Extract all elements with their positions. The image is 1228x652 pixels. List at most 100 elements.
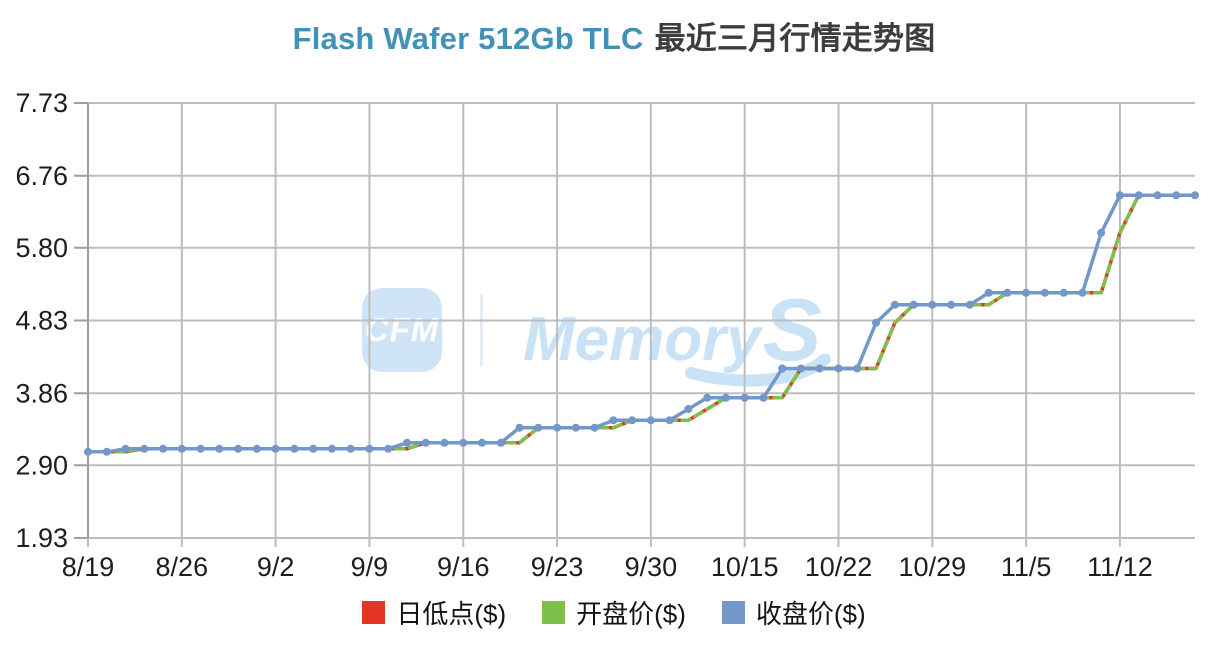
legend-swatch-daily-low bbox=[362, 601, 386, 624]
x-tick-label: 10/22 bbox=[805, 552, 873, 582]
data-point-marker bbox=[346, 444, 355, 453]
x-tick-label: 9/16 bbox=[437, 552, 490, 582]
data-point-marker bbox=[252, 444, 261, 453]
series-line-open bbox=[86, 193, 1197, 454]
y-tick-label: 5.80 bbox=[15, 233, 68, 263]
x-tick-label: 10/29 bbox=[899, 552, 967, 582]
data-point-marker bbox=[496, 438, 505, 447]
data-point-marker bbox=[703, 393, 712, 402]
watermark-divider bbox=[480, 294, 483, 366]
data-point-marker bbox=[571, 423, 580, 432]
x-tick-label: 10/15 bbox=[711, 552, 779, 582]
data-point-marker bbox=[271, 444, 280, 453]
data-point-marker bbox=[459, 438, 468, 447]
data-point-marker bbox=[609, 416, 618, 425]
data-point-marker bbox=[421, 438, 430, 447]
y-tick-label: 6.76 bbox=[15, 161, 68, 191]
data-point-marker bbox=[1040, 288, 1049, 297]
data-point-marker bbox=[1134, 191, 1143, 200]
y-tick-label: 4.83 bbox=[15, 306, 68, 336]
y-tick-label: 2.90 bbox=[15, 450, 68, 480]
data-point-marker bbox=[740, 393, 749, 402]
y-tick-label: 1.93 bbox=[15, 523, 68, 553]
y-tick-label: 7.73 bbox=[15, 88, 68, 118]
data-point-marker bbox=[534, 423, 543, 432]
data-point-marker bbox=[1191, 191, 1199, 200]
data-point-marker bbox=[440, 438, 449, 447]
data-point-marker bbox=[759, 393, 768, 402]
legend-item-daily-low[interactable]: 日低点($) bbox=[362, 594, 506, 631]
data-point-marker bbox=[177, 444, 186, 453]
data-point-marker bbox=[665, 416, 674, 425]
data-point-marker bbox=[984, 288, 993, 297]
data-point-marker bbox=[234, 444, 243, 453]
data-point-marker bbox=[1003, 288, 1012, 297]
data-point-marker bbox=[1059, 288, 1068, 297]
legend-swatch-close bbox=[721, 601, 745, 624]
data-point-marker bbox=[1022, 288, 1031, 297]
data-point-marker bbox=[84, 447, 92, 456]
data-point-marker bbox=[890, 300, 899, 309]
series-line-daily-low bbox=[86, 193, 1197, 454]
cfm-logo-text: CFM bbox=[364, 311, 440, 348]
cfm-logo-badge: CFM bbox=[362, 288, 442, 372]
legend-item-close[interactable]: 收盘价($) bbox=[721, 594, 866, 631]
data-point-marker bbox=[628, 416, 637, 425]
x-tick-label: 9/2 bbox=[257, 552, 295, 582]
data-point-marker bbox=[309, 444, 318, 453]
data-point-marker bbox=[215, 444, 224, 453]
data-point-marker bbox=[853, 364, 862, 373]
chart-title: Flash Wafer 512Gb TLC 最近三月行情走势图 bbox=[0, 13, 1228, 58]
chart-title-suffix: 最近三月行情走势图 bbox=[654, 21, 936, 56]
data-point-marker bbox=[928, 300, 937, 309]
data-point-marker bbox=[384, 444, 393, 453]
x-tick-label: 11/5 bbox=[1001, 552, 1052, 582]
watermark: CFM Memory S bbox=[362, 280, 832, 387]
data-point-marker bbox=[646, 416, 655, 425]
data-point-marker bbox=[403, 438, 411, 447]
data-point-marker bbox=[1097, 228, 1106, 237]
data-point-marker bbox=[909, 300, 918, 309]
memorys-swoosh-icon bbox=[685, 354, 832, 387]
legend-label-daily-low: 日低点($) bbox=[396, 599, 507, 629]
data-point-marker bbox=[121, 444, 130, 453]
x-tick-label: 11/12 bbox=[1087, 552, 1153, 582]
data-point-marker bbox=[834, 364, 843, 373]
y-tick-label: 3.86 bbox=[15, 378, 68, 408]
data-point-marker bbox=[947, 300, 956, 309]
legend-label-close: 收盘价($) bbox=[755, 599, 866, 629]
data-point-marker bbox=[290, 444, 299, 453]
x-tick-label: 9/9 bbox=[351, 552, 389, 582]
data-point-marker bbox=[102, 447, 111, 456]
memorys-wordmark: Memory S bbox=[523, 280, 832, 387]
x-tick-label: 9/30 bbox=[625, 552, 678, 582]
legend-swatch-open bbox=[542, 601, 566, 624]
data-point-marker bbox=[1172, 191, 1181, 200]
data-point-marker bbox=[553, 423, 562, 432]
data-point-marker bbox=[515, 423, 524, 432]
series-line-close bbox=[86, 193, 1197, 454]
data-point-marker bbox=[365, 444, 374, 453]
memorys-wordmark-s: S bbox=[762, 280, 822, 379]
data-point-marker bbox=[721, 393, 730, 402]
legend-label-open: 开盘价($) bbox=[576, 599, 686, 629]
data-point-marker bbox=[872, 318, 880, 327]
data-point-marker bbox=[778, 364, 787, 373]
chart-legend: 日低点($) 开盘价($) 收盘价($) bbox=[0, 594, 1228, 631]
memorys-wordmark-main: Memory bbox=[523, 305, 761, 374]
data-point-marker bbox=[1153, 191, 1162, 200]
x-tick-label: 8/19 bbox=[62, 552, 115, 582]
data-point-marker bbox=[797, 364, 805, 373]
data-point-marker bbox=[1078, 288, 1087, 297]
x-tick-label: 8/26 bbox=[156, 552, 209, 582]
data-point-marker bbox=[815, 364, 824, 373]
data-point-marker bbox=[196, 444, 205, 453]
data-point-marker bbox=[590, 423, 599, 432]
legend-item-open[interactable]: 开盘价($) bbox=[542, 594, 686, 631]
data-point-marker bbox=[327, 444, 336, 453]
x-tick-label: 9/23 bbox=[531, 552, 584, 582]
data-point-marker bbox=[159, 444, 168, 453]
data-point-marker bbox=[140, 444, 149, 453]
